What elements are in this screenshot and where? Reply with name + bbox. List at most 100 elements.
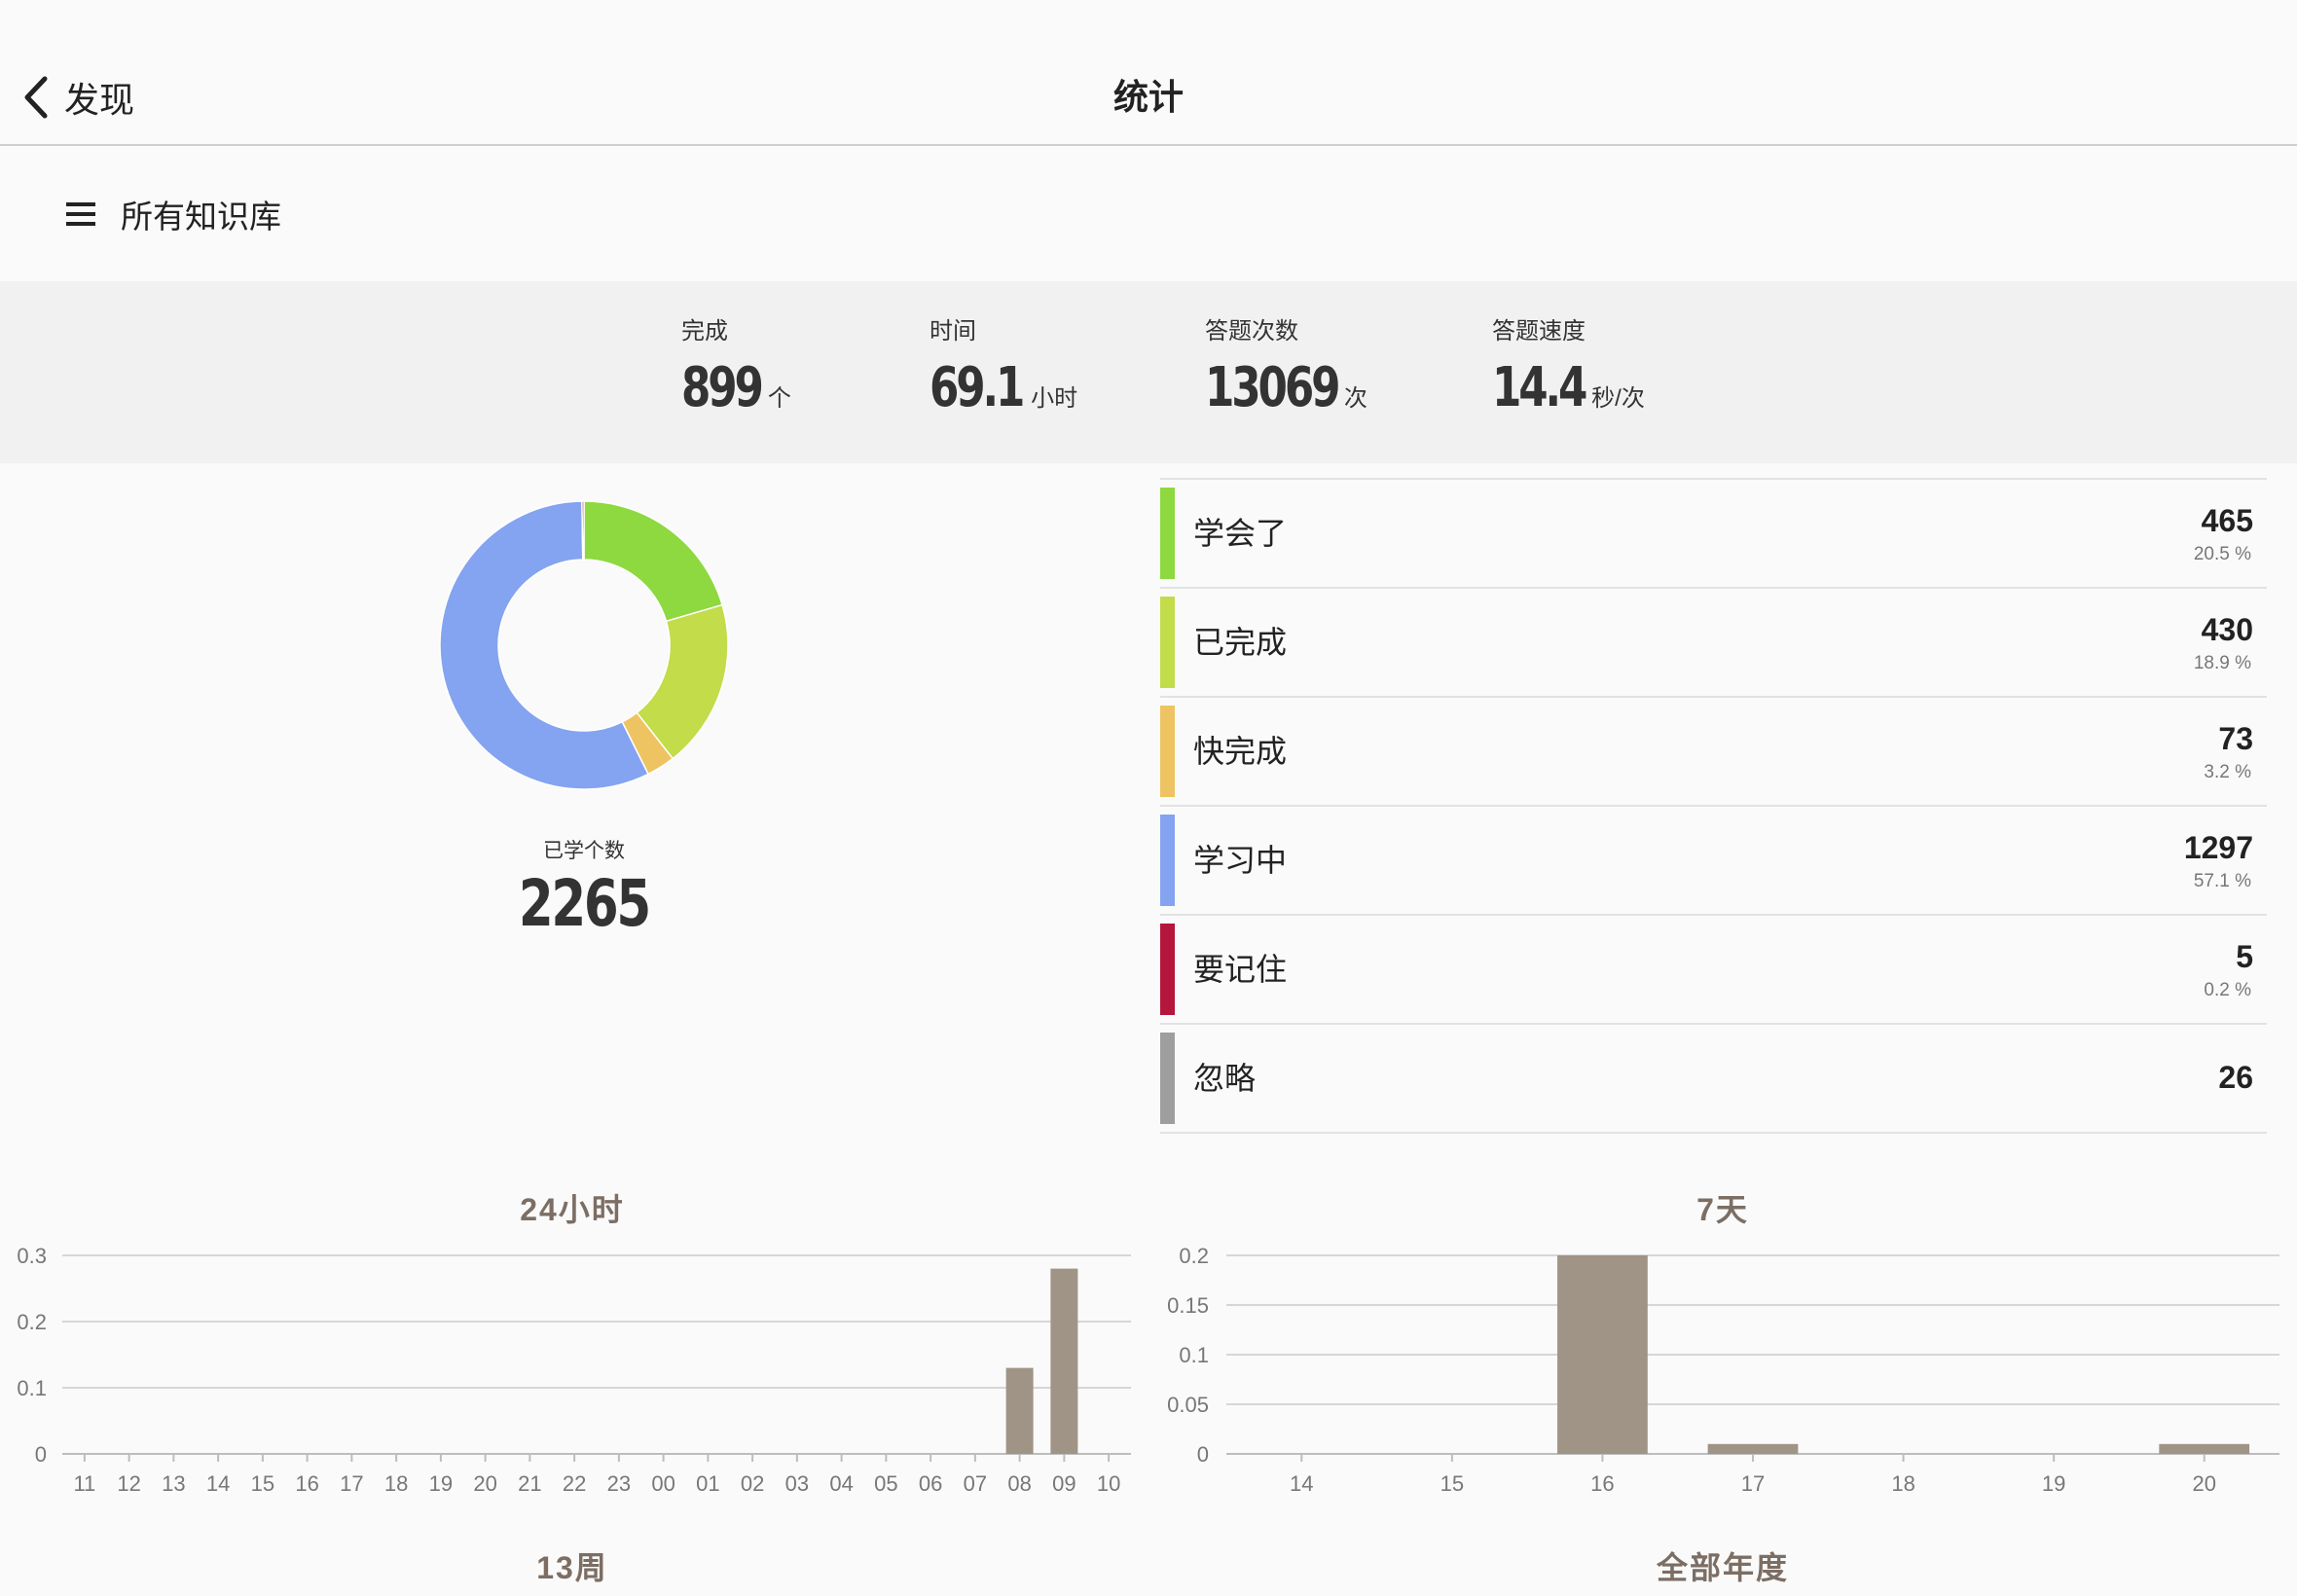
back-label: 发现 [64, 80, 135, 120]
status-percent: 3.2 % [2204, 762, 2251, 782]
x-tick-label: 20 [2192, 1471, 2215, 1496]
stat-time: 时间 69.1 小时 [930, 311, 1077, 419]
stat-speed: 答题速度 14.4 秒/次 [1492, 311, 1645, 419]
chart-title-7d: 7天 [1696, 1192, 1749, 1227]
x-tick-label: 08 [1007, 1471, 1031, 1496]
y-tick-label: 0.1 [17, 1376, 47, 1400]
x-tick-label: 23 [607, 1471, 631, 1496]
stat-unit: 秒/次 [1591, 385, 1645, 412]
stat-unit: 次 [1343, 385, 1367, 412]
stat-label: 时间 [930, 318, 976, 345]
x-tick-label: 14 [1290, 1471, 1313, 1496]
y-tick-label: 0.3 [17, 1244, 47, 1268]
status-color-bar [1160, 924, 1175, 1015]
library-label: 所有知识库 [121, 199, 281, 235]
status-count: 73 [2218, 721, 2253, 756]
library-selector[interactable]: 所有知识库 [66, 187, 281, 241]
status-row-almost-done[interactable]: 快完成 73 3.2 % [1160, 698, 2267, 807]
status-row-ignored[interactable]: 忽略 26 [1160, 1025, 2267, 1134]
section-title-all-years: 全部年度 [1656, 1550, 1789, 1585]
status-color-bar [1160, 488, 1175, 579]
donut-segment [581, 500, 585, 561]
y-tick-label: 0.2 [1179, 1244, 1209, 1268]
x-tick-label: 11 [73, 1471, 95, 1496]
back-button[interactable]: 发现 [21, 70, 134, 125]
x-tick-label: 15 [1440, 1471, 1464, 1496]
bar-chart-7d: 0 0.05 0.1 0.15 0.2 14 15 16 17 18 19 20 [1167, 1244, 2279, 1496]
bar-chart-24h: 0 0.1 0.2 0.3 11 12 13 14 15 16 17 18 19 20 21 22 23 00 01… [17, 1244, 1131, 1496]
learned-count-label: 已学个数 [543, 840, 625, 862]
x-tick-label: 04 [829, 1471, 853, 1496]
stat-label: 完成 [681, 318, 728, 345]
stat-label: 答题次数 [1205, 318, 1298, 345]
status-name: 忽略 [1193, 1061, 1257, 1096]
navigation-bar [0, 0, 2297, 146]
bar [2159, 1443, 2250, 1454]
status-percent: 20.5 % [2193, 544, 2251, 564]
status-row-learning[interactable]: 学习中 1297 57.1 % [1160, 807, 2267, 916]
chart-title-24h: 24小时 [520, 1192, 625, 1227]
stat-label: 答题速度 [1492, 318, 1586, 345]
learned-count-value: 2265 [519, 866, 651, 941]
x-tick-label: 02 [741, 1471, 764, 1496]
x-tick-label: 18 [384, 1471, 408, 1496]
status-row-remember[interactable]: 要记住 5 0.2 % [1160, 916, 2267, 1025]
status-color-bar [1160, 815, 1175, 906]
donut-segment [439, 500, 650, 790]
x-tick-label: 03 [785, 1471, 809, 1496]
x-tick-label: 14 [206, 1471, 230, 1496]
stat-unit: 小时 [1031, 385, 1078, 412]
stat-answers: 答题次数 13069 次 [1205, 311, 1367, 419]
status-color-bar [1160, 706, 1175, 797]
x-tick-label: 06 [919, 1471, 942, 1496]
status-percent: 57.1 % [2193, 871, 2251, 891]
bar [1557, 1255, 1648, 1454]
x-tick-label: 17 [340, 1471, 363, 1496]
status-list: 学会了 465 20.5 % 已完成 430 18.9 % 快完成 73 3.2… [1160, 478, 2267, 1134]
stat-value: 14.4 [1492, 356, 1587, 419]
x-tick-label: 16 [1590, 1471, 1614, 1496]
x-tick-label: 05 [874, 1471, 897, 1496]
status-count: 465 [2201, 503, 2253, 538]
status-name: 学会了 [1193, 516, 1288, 551]
stat-unit: 个 [767, 385, 791, 412]
status-count: 1297 [2183, 830, 2253, 865]
donut-chart [439, 500, 729, 790]
page-title: 统计 [1112, 77, 1184, 117]
stat-value: 899 [681, 356, 764, 419]
x-tick-label: 12 [117, 1471, 140, 1496]
x-tick-label: 20 [473, 1471, 496, 1496]
status-name: 学习中 [1193, 843, 1288, 878]
chevron-left-icon [24, 76, 48, 119]
x-tick-label: 22 [563, 1471, 586, 1496]
stat-value: 13069 [1205, 356, 1340, 419]
y-tick-label: 0 [1197, 1442, 1209, 1467]
section-title-13-weeks: 13周 [536, 1550, 608, 1585]
x-tick-label: 16 [295, 1471, 318, 1496]
y-tick-label: 0.15 [1167, 1293, 1209, 1318]
status-row-completed[interactable]: 已完成 430 18.9 % [1160, 589, 2267, 698]
x-tick-label: 09 [1052, 1471, 1076, 1496]
x-tick-label: 13 [162, 1471, 185, 1496]
status-count: 26 [2218, 1060, 2253, 1095]
y-tick-label: 0.05 [1167, 1393, 1209, 1417]
bar [1005, 1367, 1034, 1454]
status-row-learned[interactable]: 学会了 465 20.5 % [1160, 480, 2267, 589]
summary-band [0, 281, 2297, 463]
status-color-bar [1160, 597, 1175, 688]
x-tick-label: 00 [651, 1471, 675, 1496]
status-name: 快完成 [1193, 734, 1288, 769]
stat-value: 69.1 [930, 356, 1025, 419]
donut-segment [583, 500, 724, 623]
status-percent: 18.9 % [2193, 653, 2251, 673]
x-tick-label: 10 [1097, 1471, 1120, 1496]
x-tick-label: 18 [1891, 1471, 1914, 1496]
x-tick-label: 19 [2042, 1471, 2065, 1496]
menu-icon [66, 202, 95, 226]
status-count: 430 [2201, 612, 2253, 647]
x-tick-label: 01 [696, 1471, 719, 1496]
status-color-bar [1160, 1033, 1175, 1124]
status-count: 5 [2236, 939, 2253, 974]
bar [1707, 1443, 1799, 1454]
x-tick-label: 15 [251, 1471, 274, 1496]
